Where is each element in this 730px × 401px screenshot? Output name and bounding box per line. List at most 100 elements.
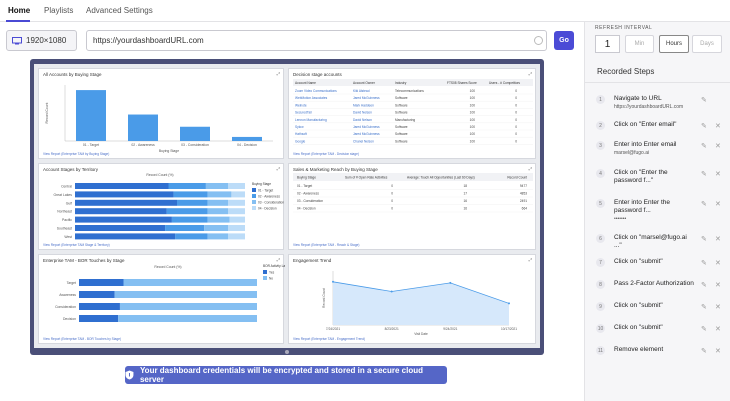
stacked-segment <box>114 291 257 298</box>
expand-icon[interactable]: ⤢ <box>528 166 532 171</box>
unit-days-button[interactable]: Days <box>692 35 722 53</box>
x-axis-label: Buying Stage <box>159 149 179 153</box>
panel-report-link[interactable]: View Report (Enterprise TAM - Decision s… <box>293 152 359 156</box>
stacked-segment <box>205 183 228 189</box>
close-icon[interactable]: ✕ <box>715 260 721 267</box>
table-cell: 2491 <box>520 199 527 203</box>
url-input[interactable] <box>86 30 547 51</box>
y-tick-label: Consideration <box>55 305 76 309</box>
close-icon[interactable]: ✕ <box>715 348 721 355</box>
pencil-icon[interactable]: ✎ <box>701 123 707 130</box>
close-icon[interactable]: ✕ <box>715 236 721 243</box>
step-label: Click on "submit" <box>614 302 696 310</box>
resolution-selector[interactable]: 1920×1080 <box>6 30 77 51</box>
pencil-icon[interactable]: ✎ <box>701 260 707 267</box>
x-tick-label: 10/17/2021 <box>501 327 517 331</box>
table-cell: Software <box>395 132 408 136</box>
pencil-icon[interactable]: ✎ <box>701 348 707 355</box>
table-header: FTS08 Shares Score <box>447 81 477 85</box>
tab-home[interactable]: Home <box>8 6 31 15</box>
pencil-icon[interactable]: ✎ <box>701 171 707 178</box>
y-axis-label: Record Count <box>322 288 326 308</box>
x-tick-label: 7/24/2021 <box>326 327 340 331</box>
table-cell: 100 <box>470 139 476 143</box>
refresh-interval-input[interactable]: 1 <box>595 35 620 53</box>
panel-report-link[interactable]: View Report (Enterprise TAM - Reach & St… <box>293 243 360 247</box>
unit-hours-button[interactable]: Hours <box>659 35 689 53</box>
trend-line <box>332 281 510 304</box>
step-label: Pass 2-Factor Authorization <box>614 280 696 288</box>
legend-swatch <box>252 194 256 198</box>
x-axis-label: Visit Date <box>414 332 428 336</box>
stacked-segment <box>75 208 167 215</box>
preview-page-indicator[interactable] <box>285 350 289 354</box>
go-button[interactable]: Go <box>554 31 574 50</box>
panel-title: Sales & Marketing Reach by Buying Stage <box>293 167 378 172</box>
table-cell: Jared McGuinness <box>353 96 380 100</box>
table-cell: 100 <box>470 96 476 100</box>
step-number: 9 <box>596 302 605 311</box>
step-number: 3 <box>596 141 605 150</box>
table-cell: Welnote <box>295 103 307 107</box>
expand-icon[interactable]: ⤢ <box>276 166 280 171</box>
table-cell: 17 <box>463 192 467 196</box>
table-header: Average: Touch All Opportunities (Last 6… <box>407 176 475 180</box>
pencil-icon[interactable]: ✎ <box>701 326 707 333</box>
expand-icon[interactable]: ⤢ <box>528 71 532 76</box>
stacked-segment <box>75 183 169 189</box>
tab-playlists[interactable]: Playlists <box>44 6 74 15</box>
table-cell: 18 <box>463 184 467 188</box>
panel-report-link[interactable]: View Report (Enterprise TAM - BOR Touche… <box>43 337 122 341</box>
stacked-segment <box>204 225 228 231</box>
step-number: 5 <box>596 199 605 208</box>
stacked-segment <box>168 183 206 189</box>
bar <box>76 90 106 141</box>
panel-report-link[interactable]: View Report (Enterprise TAM - Engagement… <box>293 337 366 341</box>
panel-report-link[interactable]: View Report (Enterprise TAM by Buying St… <box>43 152 110 156</box>
table-header: Industry <box>395 81 407 85</box>
pencil-icon[interactable]: ✎ <box>701 282 707 289</box>
y-tick-label: Decision <box>63 317 76 321</box>
expand-icon[interactable]: ⤢ <box>528 257 532 262</box>
chart-subtitle: Record Count (%) <box>146 173 173 177</box>
step-text: Navigate to URL <box>614 95 662 102</box>
right-sidebar: REFRESH INTERVAL 1 Min Hours Days Record… <box>584 22 730 401</box>
stacked-segment <box>207 233 228 240</box>
step-text: Pass 2-Factor Authorization <box>614 280 694 287</box>
legend-label: 03 - Consideration <box>258 201 284 205</box>
pencil-icon[interactable]: ✎ <box>701 97 707 104</box>
table-cell: 100 <box>470 103 476 107</box>
unit-min-button[interactable]: Min <box>625 35 654 53</box>
close-icon[interactable]: ✕ <box>715 326 721 333</box>
step-detail: https://yourdashboardURL.com <box>614 104 684 110</box>
expand-icon[interactable]: ⤢ <box>276 71 280 76</box>
pencil-icon[interactable]: ✎ <box>701 143 707 150</box>
table-cell: 03 - Consideration <box>297 199 323 203</box>
pencil-icon[interactable]: ✎ <box>701 304 707 311</box>
tab-advanced-settings[interactable]: Advanced Settings <box>86 6 153 15</box>
step-number: 6 <box>596 234 605 243</box>
table-header: Sum of # Open Rate Activities <box>345 176 388 180</box>
close-icon[interactable]: ✕ <box>715 171 721 178</box>
step-text: Remove element <box>614 346 664 353</box>
close-icon[interactable]: ✕ <box>715 201 721 208</box>
close-icon[interactable]: ✕ <box>715 282 721 289</box>
step-text: Click on "Enter the password f..." <box>614 169 668 184</box>
step-detail: marsel@fugo.ai <box>614 150 650 156</box>
close-icon[interactable]: ✕ <box>715 304 721 311</box>
pencil-icon[interactable]: ✎ <box>701 236 707 243</box>
close-icon[interactable]: ✕ <box>715 123 721 130</box>
expand-icon[interactable]: ⤢ <box>276 257 280 262</box>
pencil-icon[interactable]: ✎ <box>701 201 707 208</box>
table-cell: Software <box>395 96 408 100</box>
stacked-segment <box>79 291 115 298</box>
step-text: Click on "submit" <box>614 302 663 309</box>
dashboard-preview: All Accounts by Buying Stage ⤢ 01 - Targ… <box>34 64 540 348</box>
step-number: 11 <box>596 346 605 355</box>
close-icon[interactable]: ✕ <box>715 143 721 150</box>
table-cell: Hathsoft <box>295 132 307 136</box>
panel-report-link[interactable]: View Report (Enterprise TAM Stage & Terr… <box>43 243 110 247</box>
table-header: Buying Stage <box>297 176 316 180</box>
panel-title: Account Stages by Territory <box>43 167 98 172</box>
stacked-segment <box>228 233 245 240</box>
